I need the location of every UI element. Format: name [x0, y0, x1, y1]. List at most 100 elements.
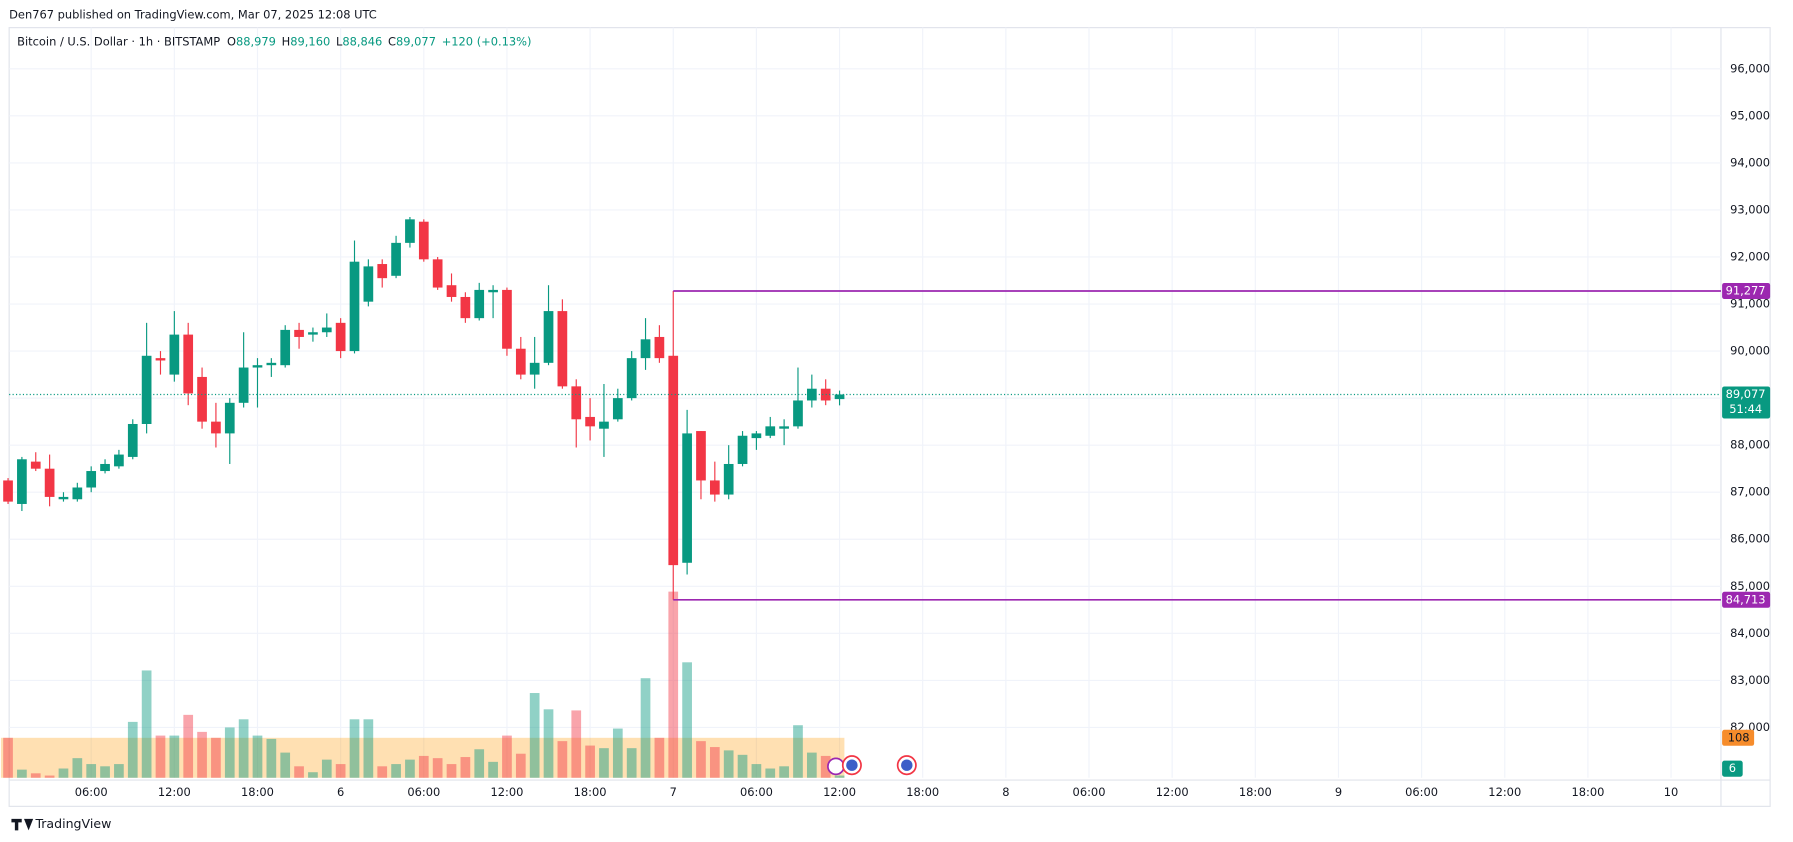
volume-bar [709, 747, 720, 778]
candle-body [696, 431, 706, 481]
candle-body [529, 362, 540, 375]
candle-body [488, 289, 498, 293]
volume-bar [114, 764, 124, 778]
candle-body [515, 348, 526, 375]
volume-bar [723, 750, 734, 778]
candle-body [377, 264, 388, 279]
y-tick-label: 94,000 [1730, 155, 1770, 169]
volume-bar [654, 737, 665, 778]
volume-bar [765, 768, 776, 778]
level-label-box [1722, 282, 1771, 300]
candle-body [155, 358, 166, 361]
candle-body [3, 480, 13, 502]
candle-body [737, 435, 748, 464]
ohlc-key: C [388, 34, 396, 48]
countdown: 51:44 [1729, 402, 1762, 416]
candle-body [169, 334, 180, 375]
volume-bar [363, 719, 374, 778]
level-label: 84,713 [1726, 592, 1766, 606]
x-tick-label: 8 [1002, 785, 1009, 799]
y-tick-label: 87,000 [1730, 485, 1770, 499]
candle-body [17, 459, 27, 504]
volume-bar [557, 741, 568, 778]
x-tick-label: 18:00 [1571, 785, 1604, 799]
volume-bar [211, 737, 221, 778]
candle-body [474, 289, 485, 319]
candle-body [44, 468, 55, 497]
volume-bar [446, 764, 457, 778]
y-tick-label: 92,000 [1730, 249, 1770, 263]
x-tick-label: 18:00 [906, 785, 939, 799]
symbol: Bitcoin / U.S. Dollar · 1h · BITSTAMP [17, 34, 220, 48]
candle-body [266, 362, 277, 366]
candle-body [321, 327, 332, 333]
candle-body [723, 463, 734, 495]
candle-body [86, 471, 97, 488]
candle-body [640, 339, 651, 359]
change: +120 (+0.13%) [442, 34, 532, 48]
volume-bar [571, 710, 582, 778]
volume-bar [17, 769, 27, 778]
volume-bar [696, 741, 706, 778]
candle-body [834, 394, 845, 400]
x-tick-label: 18:00 [1239, 785, 1272, 799]
x-tick-label: 06:00 [740, 785, 773, 799]
volume-bar [252, 735, 263, 778]
candle-body [709, 480, 720, 495]
volume-bar [266, 738, 277, 778]
volume-bar [197, 731, 207, 778]
ohlc-value: 89,077 [396, 34, 436, 48]
volume-bar [141, 670, 152, 778]
volume-bar [515, 753, 526, 778]
y-tick-label: 91,000 [1730, 297, 1770, 311]
volume-box [1722, 760, 1743, 777]
candle-body [806, 388, 817, 401]
candle-body [141, 355, 152, 424]
volume-bar [294, 766, 304, 778]
ohlc-value: 88,979 [236, 34, 276, 48]
x-tick-label: 06:00 [75, 785, 108, 799]
candle-body [612, 398, 623, 420]
y-tick-label: 88,000 [1730, 438, 1770, 452]
candle-body [280, 329, 291, 366]
x-tick-label: 6 [337, 785, 344, 799]
volume-bar [349, 719, 360, 778]
volume-bar [405, 759, 415, 778]
volume-bar [44, 775, 55, 778]
event-icon[interactable] [827, 757, 845, 776]
volume-bar [58, 768, 69, 778]
candle-body [349, 261, 360, 352]
candle-body [432, 259, 443, 288]
x-tick-label: 18:00 [241, 785, 274, 799]
volume-bar [460, 757, 471, 778]
volume-bar [321, 759, 332, 778]
volume-ma-label: 108 [1728, 730, 1750, 744]
x-tick-label: 12:00 [1156, 785, 1189, 799]
volume-ma-area [0, 737, 845, 778]
volume-bar [820, 755, 831, 778]
y-tick-label: 83,000 [1730, 673, 1770, 687]
volume-bar [626, 748, 637, 778]
ohlc-key: O [227, 34, 236, 48]
volume-bar [308, 772, 318, 778]
volume-bar [599, 748, 609, 778]
volume-bar [612, 728, 623, 778]
candle-body [668, 355, 679, 566]
volume-bar [488, 761, 498, 778]
y-tick-label: 90,000 [1730, 344, 1770, 358]
volume-bar [585, 745, 595, 778]
volume-bar [793, 725, 803, 778]
volume-bar [238, 719, 249, 778]
x-tick-label: 12:00 [158, 785, 191, 799]
y-tick-label: 95,000 [1730, 108, 1770, 122]
x-tick-label: 06:00 [407, 785, 440, 799]
candle-body [502, 289, 512, 349]
volume-bar [529, 693, 540, 778]
ohlc-key: L [336, 34, 343, 48]
x-tick-label: 7 [670, 785, 677, 799]
volume-bar [391, 764, 401, 778]
volume-bar [779, 766, 789, 778]
candle-body [765, 426, 776, 436]
candle-body [252, 365, 263, 368]
